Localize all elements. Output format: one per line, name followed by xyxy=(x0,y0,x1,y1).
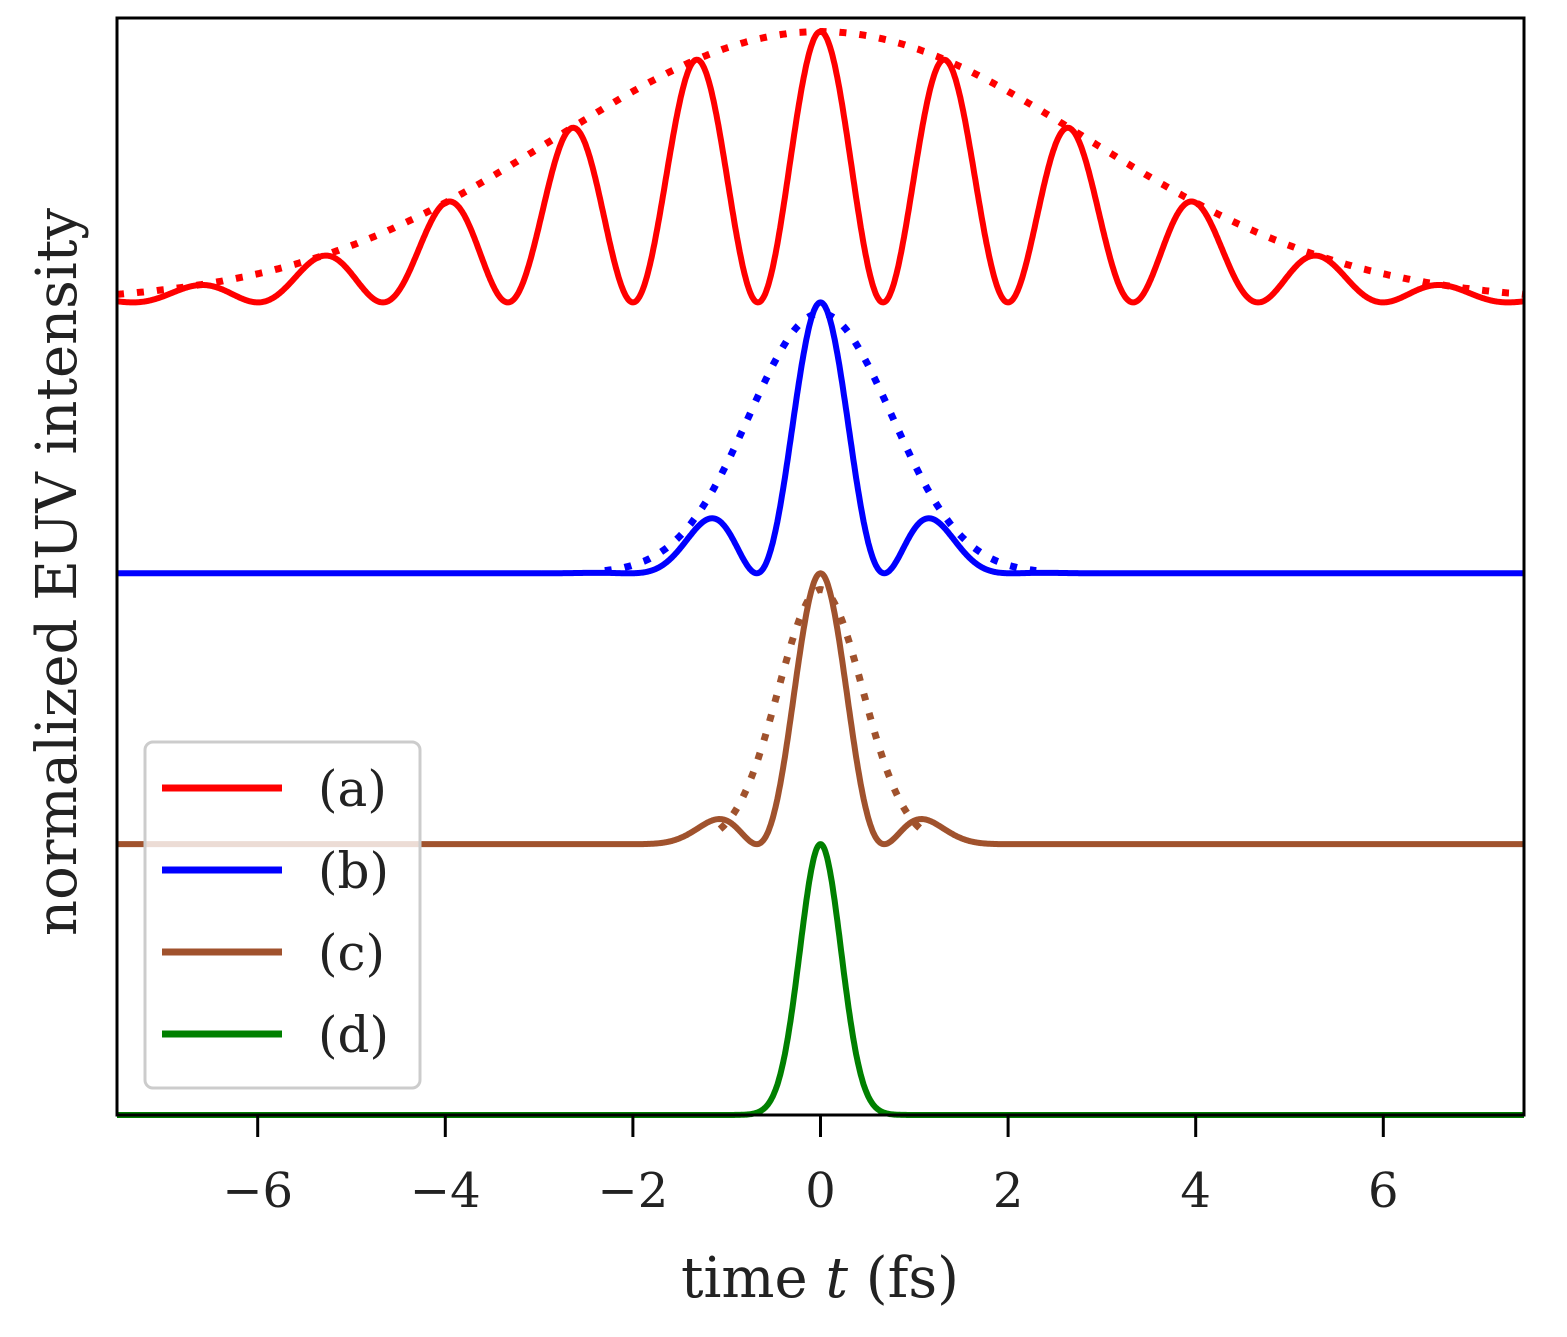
series-b-envelope xyxy=(604,309,1037,575)
x-axis-label: time t (fs) xyxy=(681,1246,959,1311)
x-tick-label: −6 xyxy=(222,1163,293,1219)
x-tick-label: −2 xyxy=(598,1163,669,1219)
series-b-line xyxy=(114,299,1527,577)
x-tick-label: 6 xyxy=(1368,1163,1399,1219)
x-axis-ticks: −6 −4 −2 0 2 4 6 xyxy=(222,1115,1399,1219)
x-tick-label: 4 xyxy=(1180,1163,1211,1219)
legend: (a) (b) (c) (d) xyxy=(143,740,422,1090)
x-tick-label: 0 xyxy=(805,1163,836,1219)
legend-box xyxy=(143,740,422,1090)
legend-label: (a) xyxy=(318,760,387,818)
x-tick-label: −4 xyxy=(410,1163,481,1219)
legend-label: (b) xyxy=(318,842,389,900)
x-tick-label: 2 xyxy=(993,1163,1024,1219)
legend-label: (c) xyxy=(318,924,385,982)
y-axis-label: normalized EUV intensity xyxy=(25,208,90,936)
legend-label: (d) xyxy=(318,1006,389,1064)
series-c-envelope xyxy=(717,586,924,832)
series-a-line xyxy=(114,28,1527,306)
